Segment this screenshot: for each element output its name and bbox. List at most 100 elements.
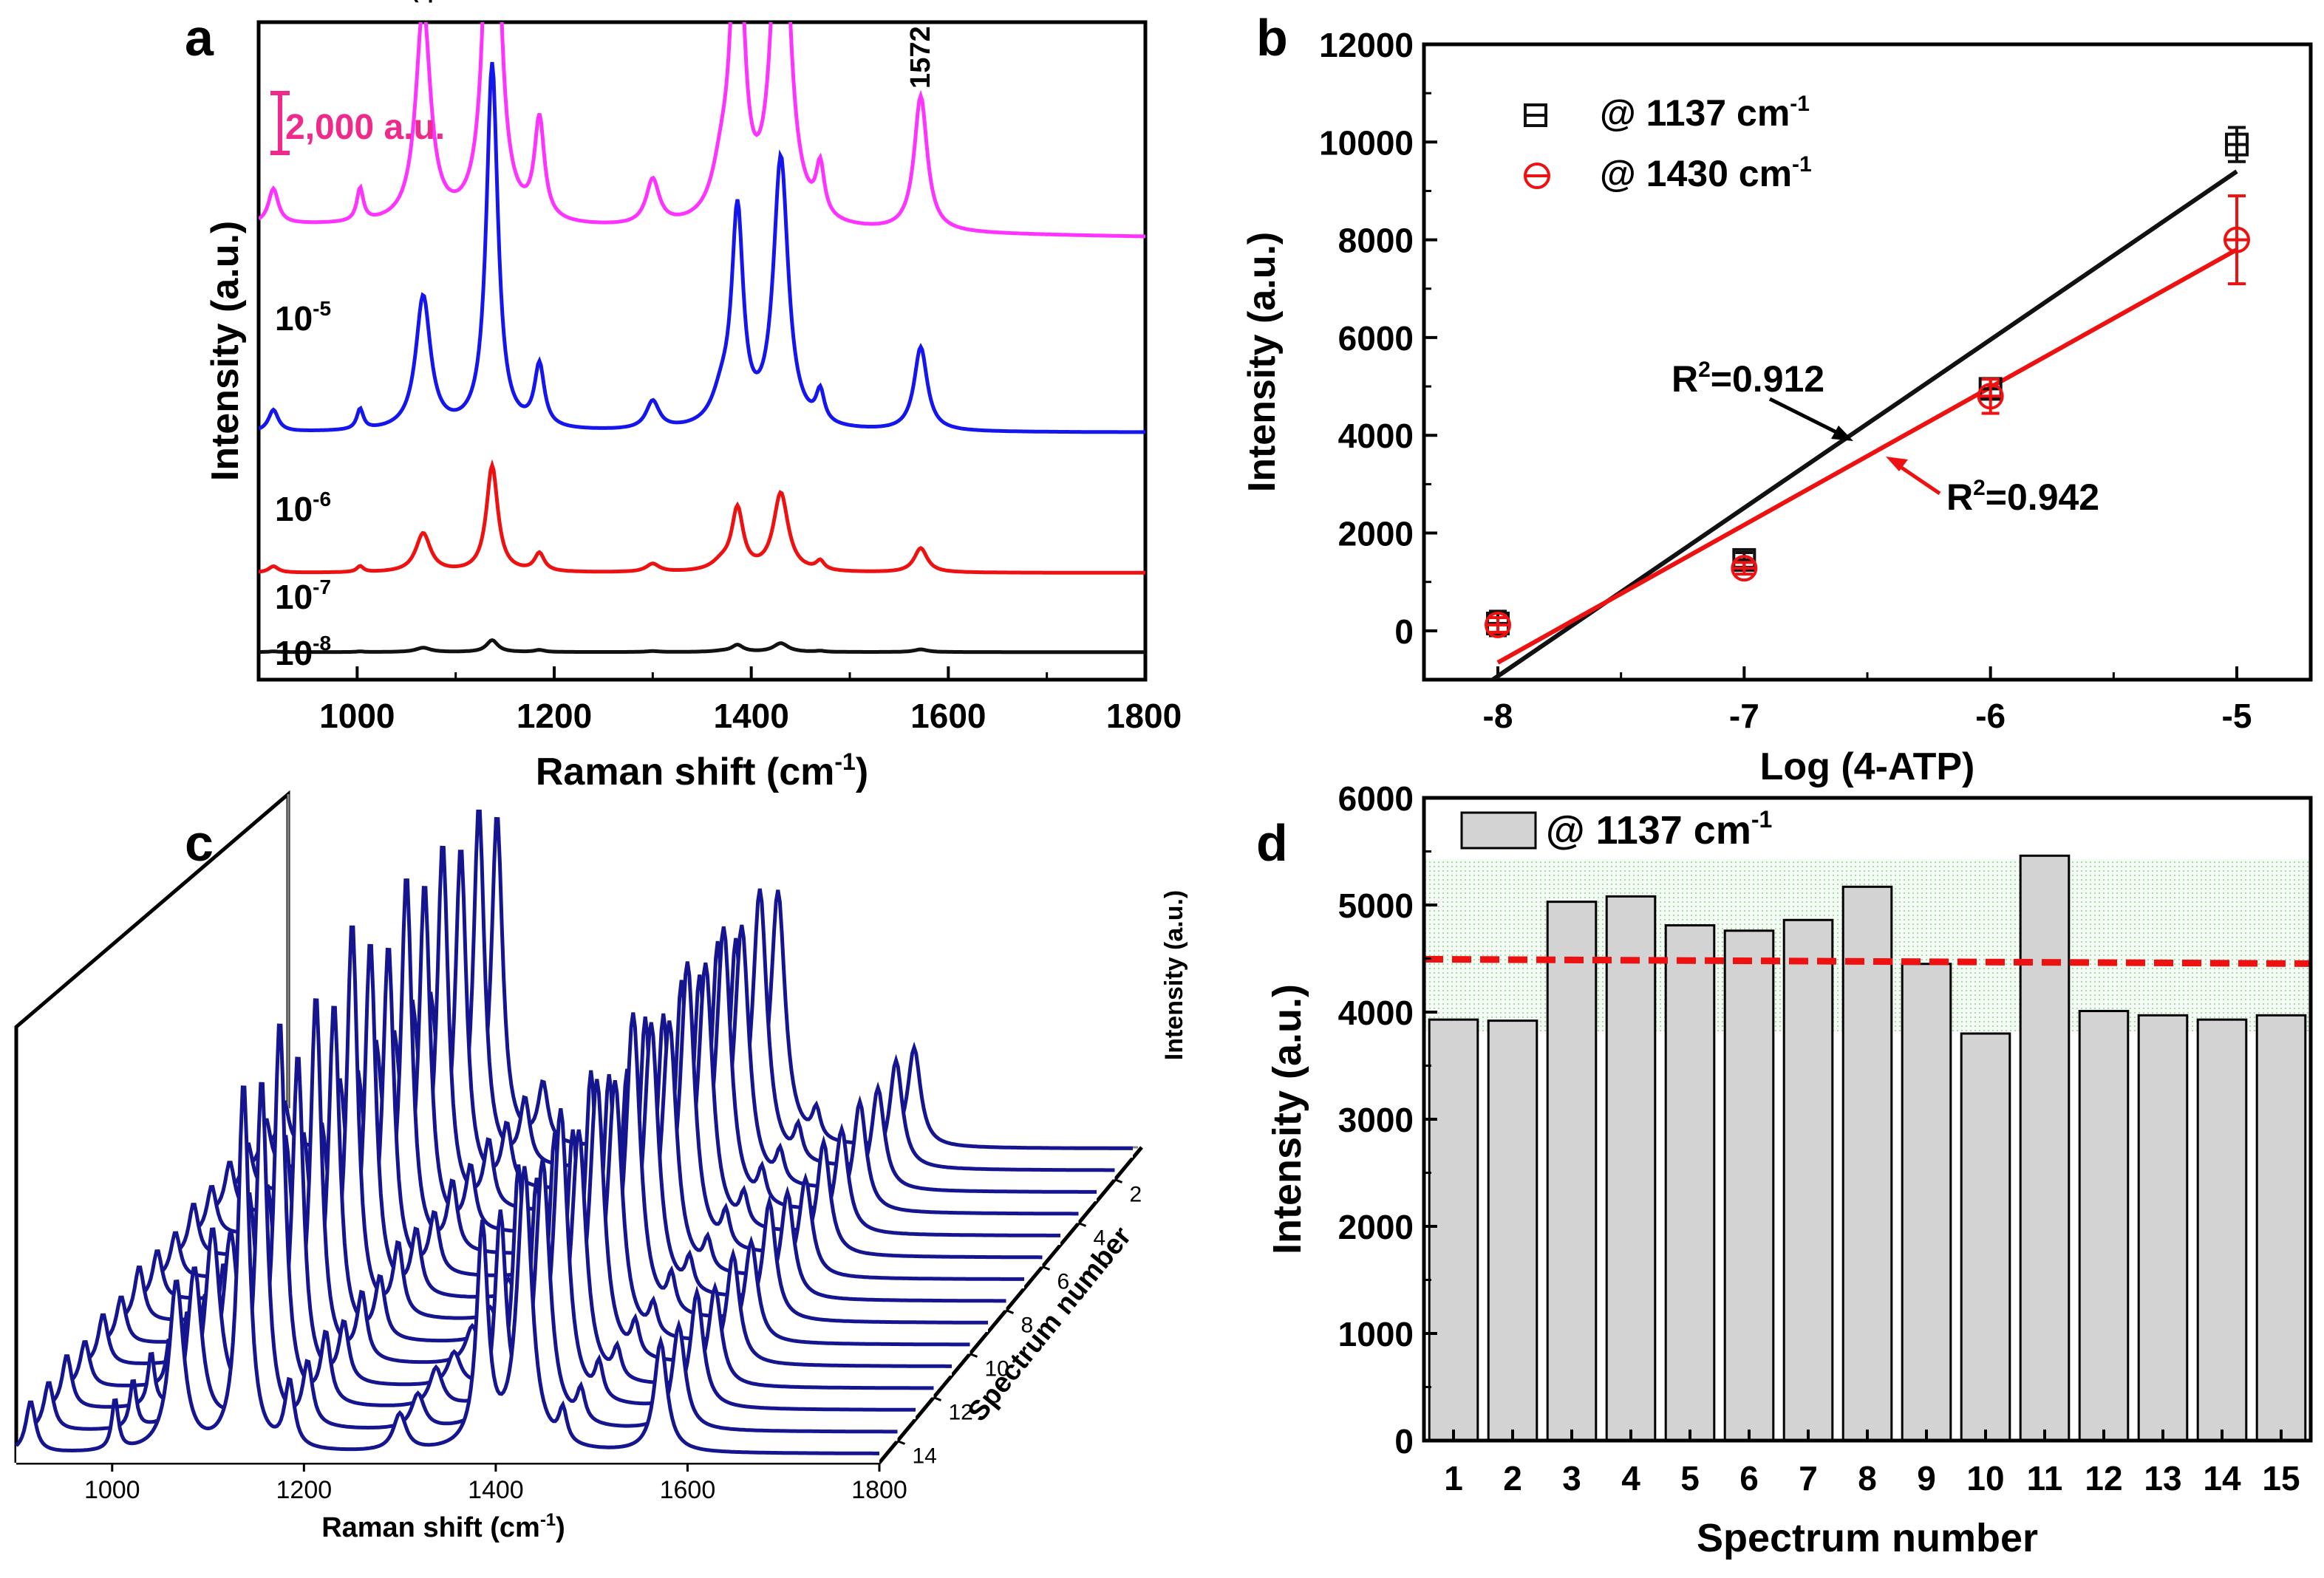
panel-d-y-tick-label: 2000 [1338,1208,1414,1246]
panel-b-y-tick-label: 0 [1394,612,1414,651]
panel-c-depth-tick [969,1353,978,1358]
panel-a-x-tick-label: 1800 [1106,697,1182,735]
panel-a-y-axis-label: Intensity (a.u.) [204,221,247,481]
panel-d-x-tick-label: 2 [1503,1459,1522,1497]
panel-a-x-tick-label: 1600 [910,697,986,735]
panel-a-spectrum-line [259,61,1145,434]
panel-b: -8 -7 -6 -5 0 2000 4000 6000 8000 10000 12000 @ 11… [1241,26,2313,788]
panel-d-y-tick-label: 0 [1394,1422,1414,1461]
panel-d-x-tick-label: 8 [1858,1459,1877,1497]
panel-b-y-tick-label: 10000 [1319,123,1414,162]
panel-d-ticks: 1 2 3 4 5 6 7 8 9 10 11 12 13 14 150100020003000400050… [1338,779,2300,1497]
panel-a-series-label: 10-5 [275,297,331,338]
panel-b-y-tick-label: 2000 [1338,515,1414,553]
panel-d-bar [1605,895,1657,1442]
panel-b-fit-line [1496,247,2238,665]
r2-arrow-1137-head [1831,426,1853,441]
panel-c-x-tick-label: 1000 [84,1476,140,1504]
panel-c-depth-tick-label: 14 [913,1444,937,1469]
panel-c-x-tick-label: 1800 [851,1476,907,1504]
panel-c-depth-tick [1077,1222,1087,1227]
panel-d-legend-label: @ 1137 cm-1 [1546,806,1772,853]
panel-d-x-tick-label: 5 [1680,1459,1700,1497]
panel-d-x-tick-label: 7 [1799,1459,1818,1497]
r2-label-1137: R2=0.912 [1672,358,1824,400]
panel-c-x-tick-label: 1200 [276,1476,333,1504]
panel-a-series-label: 10-6 [275,488,331,528]
panel-d-bar [1664,924,1716,1442]
panel-d-bar [1723,929,1775,1442]
panel-a-x-tick-label: 1400 [713,697,788,735]
r2-arrow-1137 [1768,397,1845,438]
panel-d-bar [2137,1014,2189,1442]
panel-d-bars [1428,854,2307,1442]
panel-d-x-tick-label: 14 [2203,1459,2241,1497]
panel-d-x-tick-label: 4 [1621,1459,1640,1497]
panel-d-bar [1841,885,1893,1442]
panel-d-x-tick-label: 9 [1917,1459,1936,1497]
panel-b-y-tick-label: 6000 [1338,319,1414,358]
panel-d-x-tick-label: 15 [2262,1459,2300,1497]
panel-c-intensity-label: Intensity (a.u.) [1160,890,1188,1060]
panel-d-x-tick-label: 6 [1739,1459,1759,1497]
panel-b-point-circle [2224,226,2250,253]
panel-d-bar [1960,1032,2011,1442]
r2-arrow-1430 [1895,462,1941,496]
panel-d-x-tick-label: 11 [2027,1459,2063,1497]
legend-label-1137: @ 1137 cm-1 [1600,92,1810,134]
panel-b-x-tick-label: -6 [1975,697,2006,735]
panel-a-x-axis-label: Raman shift (cm-1) [536,748,868,793]
panel-a-x-tick-label: 1200 [517,697,592,735]
panel-b-legend: @ 1137 cm-1 @ 1430 cm-1 [1524,92,1812,194]
panel-d-bar [2078,1010,2130,1442]
panel-a-scale-bar-label: 2,000 a.u. [285,108,445,147]
panel-a-frame [256,20,1148,682]
panel-b-x-axis-label: Log (4-ATP) [1760,745,1975,788]
panel-c-depth-tick-label: 2 [1130,1183,1142,1207]
panel-b-point-circle [1731,555,1758,582]
panel-d-y-tick-label: 5000 [1338,887,1414,925]
panel-d-y-tick-label: 6000 [1338,779,1414,818]
panel-label-b: b [1256,9,1288,66]
panel-d-x-tick-label: 1 [1444,1459,1463,1497]
panel-a-series-label: 10-7 [275,575,331,616]
panel-c-depth-tick [1041,1266,1051,1271]
panel-b-x-tick-label: -8 [1483,697,1513,735]
panel-b-x-tick-label: -5 [2222,697,2252,735]
panel-d-bar [1487,1019,1538,1442]
panel-c-x-axis-label: Raman shift (cm-1) [321,1510,565,1543]
panel-b-point-circle [1485,611,1511,638]
panel-d: 1 2 3 4 5 6 7 8 9 10 11 12 13 14 150100020003000400050… [1265,779,2313,1560]
panel-a-spectrum-line [259,638,1145,655]
panel-d-x-axis-label: Spectrum number [1697,1516,2038,1560]
panel-b-ticks: -8 -7 -6 -5 0 2000 4000 6000 8000 10000 12000 [1319,26,2252,735]
panel-c-depth-tick [933,1396,942,1401]
panel-c-depth-tick-label: 10 [985,1357,1009,1381]
panel-a: 1000 1200 1400 1600 1800 1067113713861430157… [204,0,1182,793]
panel-label-a: a [185,9,214,66]
panel-d-bar [1428,1018,1479,1442]
panel-b-point-circle [1977,383,2004,410]
panel-c-depth-tick-label: 6 [1057,1270,1070,1294]
panel-d-y-tick-label: 4000 [1338,994,1414,1032]
panel-d-legend-swatch [1460,811,1537,850]
panel-a-spectrum-line [259,459,1145,575]
panel-d-x-tick-label: 13 [2144,1459,2181,1497]
panel-a-peak-label: 1067 [408,0,439,4]
panel-b-x-tick-label: -7 [1729,697,1759,735]
r2-label-1430: R2=0.942 [1946,476,2099,518]
r2-arrow-1430-head [1886,457,1908,471]
panel-a-peak-label: 1572 [905,26,936,89]
panel-d-bar [1901,963,1952,1442]
panel-a-spectra [259,22,1145,655]
panel-a-spectrum-line [259,22,1145,239]
panel-a-x-ticks: 1000 1200 1400 1600 1800 [257,666,1182,735]
panel-d-y-tick-label: 3000 [1338,1101,1414,1139]
panel-d-bar [1782,918,1834,1442]
panel-b-y-tick-label: 12000 [1319,26,1414,64]
panel-c-depth-axis-label: Spectrum number [962,1221,1137,1427]
panel-d-bar [2019,854,2071,1442]
panel-c-depth-tick [1114,1178,1123,1184]
panel-b-y-tick-label: 8000 [1338,222,1414,260]
